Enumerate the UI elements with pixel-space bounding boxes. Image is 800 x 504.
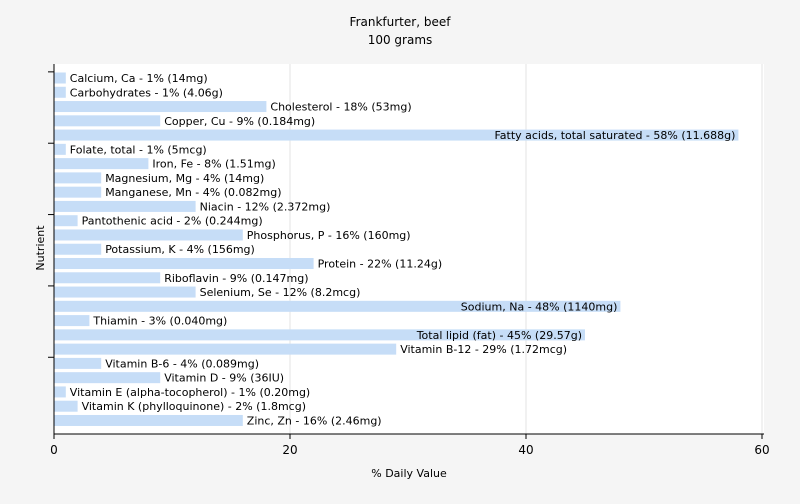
bar [54, 357, 102, 369]
bar [54, 72, 66, 84]
bar [54, 172, 102, 184]
bar-label: Niacin - 12% (2.372mg) [200, 200, 331, 213]
bar-label: Vitamin E (alpha-tocopherol) - 1% (0.20m… [70, 386, 310, 399]
bar-label: Manganese, Mn - 4% (0.082mg) [105, 186, 281, 199]
bar [54, 115, 161, 127]
bar-label: Vitamin K (phylloquinone) - 2% (1.8mcg) [82, 400, 306, 413]
bar [54, 229, 243, 241]
bar-label: Fatty acids, total saturated - 58% (11.6… [494, 129, 735, 142]
bar-label: Vitamin B-12 - 29% (1.72mcg) [400, 343, 567, 356]
bar-label: Protein - 22% (11.24g) [318, 258, 443, 271]
bar [54, 258, 314, 270]
bar-label: Thiamin - 3% (0.040mg) [92, 315, 227, 328]
bar-label: Calcium, Ca - 1% (14mg) [70, 72, 208, 85]
bar-label: Selenium, Se - 12% (8.2mcg) [200, 286, 361, 299]
bar [54, 343, 397, 355]
y-axis-title: Nutrient [34, 225, 47, 271]
bar [54, 386, 66, 398]
bar-label: Pantothenic acid - 2% (0.244mg) [82, 215, 263, 228]
bar [54, 414, 243, 426]
bar [54, 158, 149, 170]
bar [54, 143, 66, 155]
bar-label: Potassium, K - 4% (156mg) [105, 243, 255, 256]
bar [54, 372, 161, 384]
bar [54, 243, 102, 255]
bar [54, 200, 196, 212]
bar [54, 400, 78, 412]
bar-label: Sodium, Na - 48% (1140mg) [461, 300, 618, 313]
x-axis-title: % Daily Value [371, 467, 447, 480]
x-tick-label: 40 [518, 443, 533, 457]
axes: 0 20 40 60 [48, 64, 770, 457]
bar-label: Folate, total - 1% (5mcg) [70, 143, 207, 156]
bar-label: Magnesium, Mg - 4% (14mg) [105, 172, 264, 185]
bar [54, 86, 66, 98]
x-tick-label: 0 [50, 443, 58, 457]
x-tick-label: 20 [282, 443, 297, 457]
bar-label: Cholesterol - 18% (53mg) [270, 101, 411, 114]
chart-title: Frankfurter, beef [350, 15, 452, 29]
bar-label: Carbohydrates - 1% (4.06g) [70, 86, 223, 99]
bar [54, 329, 585, 341]
bar-label: Vitamin D - 9% (36IU) [164, 372, 284, 385]
bar-label: Phosphorus, P - 16% (160mg) [247, 229, 411, 242]
bar [54, 286, 196, 298]
chart-subtitle: 100 grams [368, 33, 433, 47]
bar [54, 215, 78, 227]
x-tick-label: 60 [754, 443, 769, 457]
grid-lines [289, 64, 763, 434]
bar [54, 300, 621, 312]
bar-label: Copper, Cu - 9% (0.184mg) [164, 115, 315, 128]
bar [54, 186, 102, 198]
bar-label: Total lipid (fat) - 45% (29.57g) [416, 329, 582, 342]
bar [54, 315, 90, 327]
bar-label: Iron, Fe - 8% (1.51mg) [152, 158, 275, 171]
bar-label: Zinc, Zn - 16% (2.46mg) [247, 414, 382, 427]
bar-label: Vitamin B-6 - 4% (0.089mg) [105, 357, 259, 370]
bar [54, 101, 267, 113]
bar [54, 272, 161, 284]
bar-labels: Calcium, Ca - 1% (14mg)Carbohydrates - 1… [70, 72, 736, 427]
bar [54, 129, 739, 141]
bar-label: Riboflavin - 9% (0.147mg) [164, 272, 308, 285]
bars [54, 72, 739, 426]
plot-area [54, 64, 764, 434]
